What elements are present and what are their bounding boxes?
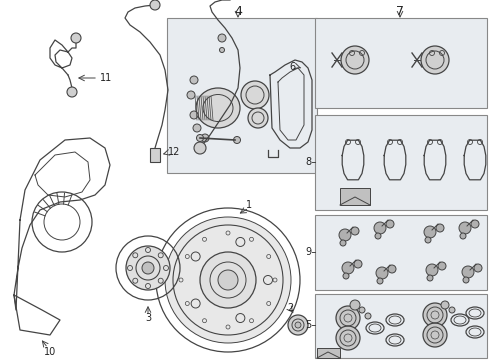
Circle shape bbox=[471, 220, 479, 228]
Text: 12: 12 bbox=[168, 147, 180, 157]
Text: 1: 1 bbox=[246, 200, 252, 210]
Circle shape bbox=[426, 264, 438, 276]
Circle shape bbox=[474, 264, 482, 272]
Bar bbox=[315, 18, 487, 108]
Circle shape bbox=[220, 48, 224, 53]
Circle shape bbox=[218, 270, 238, 290]
Circle shape bbox=[427, 275, 433, 281]
Circle shape bbox=[336, 306, 360, 330]
Circle shape bbox=[248, 108, 268, 128]
Circle shape bbox=[377, 278, 383, 284]
Circle shape bbox=[441, 301, 449, 309]
Circle shape bbox=[218, 34, 226, 42]
Circle shape bbox=[374, 222, 386, 234]
Circle shape bbox=[462, 266, 474, 278]
Circle shape bbox=[194, 142, 206, 154]
Bar bbox=[150, 148, 160, 162]
Circle shape bbox=[193, 124, 201, 132]
Circle shape bbox=[342, 262, 354, 274]
Bar bbox=[315, 294, 487, 358]
Circle shape bbox=[295, 322, 301, 328]
Circle shape bbox=[375, 233, 381, 239]
Circle shape bbox=[343, 273, 349, 279]
Text: 4: 4 bbox=[234, 5, 242, 18]
Circle shape bbox=[354, 260, 362, 268]
Text: 8: 8 bbox=[305, 157, 311, 167]
Bar bbox=[167, 18, 317, 173]
Bar bbox=[315, 115, 487, 210]
Circle shape bbox=[336, 326, 360, 350]
Circle shape bbox=[359, 307, 365, 313]
Circle shape bbox=[165, 217, 291, 343]
Polygon shape bbox=[340, 188, 370, 205]
Circle shape bbox=[425, 237, 431, 243]
Circle shape bbox=[340, 240, 346, 246]
Circle shape bbox=[438, 262, 446, 270]
Circle shape bbox=[71, 33, 81, 43]
Circle shape bbox=[142, 262, 154, 274]
Circle shape bbox=[190, 111, 198, 119]
Circle shape bbox=[339, 229, 351, 241]
Circle shape bbox=[190, 76, 198, 84]
Text: 9: 9 bbox=[305, 247, 311, 257]
Text: 10: 10 bbox=[44, 347, 56, 357]
Circle shape bbox=[201, 134, 209, 142]
Polygon shape bbox=[317, 348, 340, 358]
Text: 5: 5 bbox=[305, 320, 311, 330]
Circle shape bbox=[423, 303, 447, 327]
Circle shape bbox=[288, 315, 308, 335]
Circle shape bbox=[241, 81, 269, 109]
Circle shape bbox=[350, 300, 360, 310]
Circle shape bbox=[341, 46, 369, 74]
Circle shape bbox=[421, 46, 449, 74]
Text: 11: 11 bbox=[100, 73, 112, 83]
Circle shape bbox=[200, 252, 256, 308]
Text: 3: 3 bbox=[145, 313, 151, 323]
Circle shape bbox=[67, 87, 77, 97]
Circle shape bbox=[234, 136, 241, 144]
Circle shape bbox=[187, 91, 195, 99]
Circle shape bbox=[196, 135, 203, 141]
Circle shape bbox=[423, 323, 447, 347]
Text: 6: 6 bbox=[289, 62, 295, 72]
Circle shape bbox=[449, 307, 455, 313]
Circle shape bbox=[365, 313, 371, 319]
Circle shape bbox=[463, 277, 469, 283]
Text: 7: 7 bbox=[396, 5, 404, 18]
Circle shape bbox=[126, 246, 170, 290]
Text: 2: 2 bbox=[287, 303, 293, 313]
Circle shape bbox=[424, 226, 436, 238]
Circle shape bbox=[459, 222, 471, 234]
Circle shape bbox=[376, 267, 388, 279]
Circle shape bbox=[460, 233, 466, 239]
Circle shape bbox=[386, 220, 394, 228]
Bar bbox=[315, 215, 487, 290]
Circle shape bbox=[351, 227, 359, 235]
Circle shape bbox=[150, 0, 160, 10]
Circle shape bbox=[436, 224, 444, 232]
Ellipse shape bbox=[196, 88, 240, 128]
Circle shape bbox=[388, 265, 396, 273]
